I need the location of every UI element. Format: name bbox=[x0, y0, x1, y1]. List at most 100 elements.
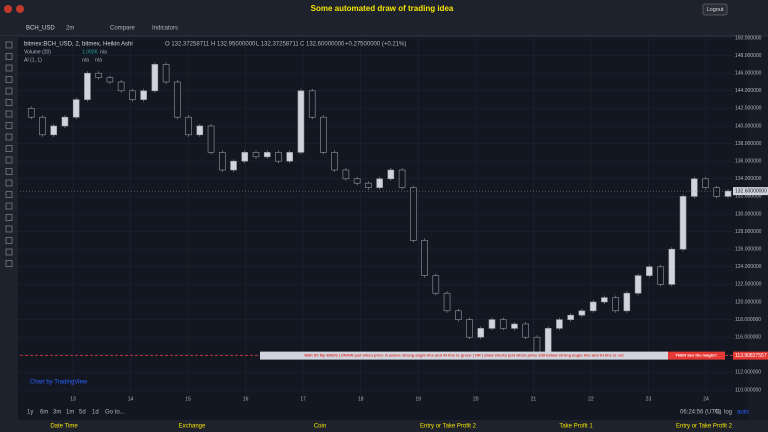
tool-icon[interactable] bbox=[5, 64, 13, 72]
candle bbox=[218, 152, 226, 171]
legend-low: L 132.37258711 bbox=[256, 42, 299, 48]
log[interactable]: log bbox=[724, 410, 732, 416]
candle bbox=[117, 81, 125, 92]
price-tag-label: 132.60000000 bbox=[735, 188, 767, 194]
tool-icon[interactable] bbox=[5, 168, 13, 175]
tool-icon[interactable] bbox=[5, 179, 13, 187]
volume-name: Volume (20) bbox=[24, 49, 51, 55]
candle bbox=[241, 152, 249, 162]
candle bbox=[275, 152, 282, 162]
tool-icon[interactable] bbox=[5, 225, 13, 233]
y-tick-label: 146.000000 bbox=[735, 71, 762, 77]
banner bbox=[260, 351, 668, 360]
candle bbox=[421, 240, 428, 276]
tool-icon[interactable] bbox=[5, 87, 13, 95]
tool-icon[interactable] bbox=[5, 122, 13, 129]
tool-icon[interactable] bbox=[5, 214, 13, 221]
footer-label: Take Profit 1 bbox=[559, 424, 593, 430]
candle bbox=[61, 116, 69, 127]
range-button[interactable]: 3m bbox=[53, 410, 61, 416]
footer-items: Date Time Exchange Coin Entry or Take Profi… bbox=[50, 424, 732, 430]
candle bbox=[140, 90, 147, 100]
tool-icon[interactable] bbox=[5, 76, 13, 83]
y-tick-label: 134.000000 bbox=[735, 176, 762, 182]
tool-icon[interactable] bbox=[5, 202, 13, 210]
range-button[interactable]: 1m bbox=[66, 410, 74, 416]
volume-na: n/a bbox=[100, 49, 107, 55]
x-tick-label: 15 bbox=[185, 396, 191, 402]
tool-icon[interactable] bbox=[5, 41, 13, 49]
candle bbox=[657, 266, 664, 285]
candle bbox=[185, 116, 192, 136]
range-button[interactable]: Go to... bbox=[105, 410, 125, 416]
x-tick-label: 23 bbox=[646, 396, 652, 402]
candle bbox=[331, 152, 338, 171]
y-tick-label: 144.000000 bbox=[735, 88, 762, 94]
candle bbox=[724, 190, 732, 197]
footer bbox=[0, 420, 768, 432]
tool-icon[interactable] bbox=[5, 53, 13, 60]
candle bbox=[308, 90, 316, 118]
candle bbox=[522, 323, 530, 338]
y-tick-label: 150.000000 bbox=[735, 35, 762, 41]
left-icons bbox=[5, 41, 13, 267]
candle bbox=[432, 275, 440, 294]
candle bbox=[634, 275, 642, 294]
y-tick-label: 140.000000 bbox=[735, 123, 762, 129]
y-tick-label: 124.000000 bbox=[735, 264, 762, 270]
logout-label[interactable]: Logout bbox=[707, 7, 724, 13]
candle bbox=[612, 297, 619, 312]
bottom-bar bbox=[18, 405, 748, 420]
y-tick-label: 148.000000 bbox=[735, 53, 762, 59]
y-tick-label: 142.000000 bbox=[735, 106, 762, 112]
candle bbox=[702, 178, 709, 188]
candle bbox=[84, 72, 91, 100]
candle bbox=[544, 328, 552, 356]
logout-button[interactable] bbox=[702, 3, 728, 16]
tool-icon[interactable] bbox=[5, 260, 13, 267]
x-tick-label: 14 bbox=[128, 396, 134, 402]
candle bbox=[72, 99, 80, 118]
y-tick-label: 132.000000 bbox=[735, 194, 762, 200]
candle bbox=[410, 187, 417, 241]
range-button[interactable]: 6m bbox=[40, 410, 48, 416]
candle bbox=[297, 90, 305, 153]
tool-icon[interactable] bbox=[5, 191, 13, 198]
symbol[interactable]: BCH_USD bbox=[26, 26, 55, 32]
legend-open: O 132.37258711 bbox=[165, 42, 210, 48]
compare[interactable]: Compare bbox=[110, 26, 135, 32]
tool-icon[interactable] bbox=[5, 145, 13, 152]
top-bar bbox=[0, 0, 768, 19]
tool-icon[interactable] bbox=[5, 156, 13, 164]
footer-label: Coin bbox=[314, 424, 326, 430]
y-tick-label: 128.000000 bbox=[735, 229, 762, 235]
tool-icon[interactable] bbox=[5, 133, 13, 141]
legend-symbol: bitmex:BCH_USD, 2, bitmex, Heikin Ashi bbox=[24, 42, 133, 48]
indicators[interactable]: Indicators bbox=[152, 26, 178, 32]
tool-icon[interactable] bbox=[5, 248, 13, 256]
range-button[interactable]: 1y bbox=[27, 410, 33, 416]
auto[interactable]: auto bbox=[737, 410, 749, 416]
candle bbox=[646, 266, 653, 276]
footer-label: Entry or Take Profit 2 bbox=[676, 424, 733, 430]
interval[interactable]: 2m bbox=[66, 26, 74, 32]
candle bbox=[601, 297, 608, 303]
x-tick-label: 13 bbox=[70, 396, 76, 402]
candle bbox=[39, 116, 46, 136]
tool-icon[interactable] bbox=[5, 237, 13, 244]
candle bbox=[679, 196, 687, 250]
tool-icon[interactable] bbox=[5, 110, 13, 118]
tool-icon[interactable] bbox=[5, 99, 13, 106]
footer-label: Entry or Take Profit 2 bbox=[420, 424, 477, 430]
candle bbox=[50, 125, 58, 136]
candle bbox=[95, 72, 102, 78]
percent[interactable]: % bbox=[715, 410, 721, 416]
range-button[interactable]: 1d bbox=[92, 410, 99, 416]
candle bbox=[454, 310, 462, 320]
range-button[interactable]: 5d bbox=[79, 410, 86, 416]
candle bbox=[320, 116, 327, 153]
x-tick-label: 18 bbox=[358, 396, 364, 402]
candle bbox=[713, 187, 721, 197]
candle bbox=[196, 125, 204, 136]
